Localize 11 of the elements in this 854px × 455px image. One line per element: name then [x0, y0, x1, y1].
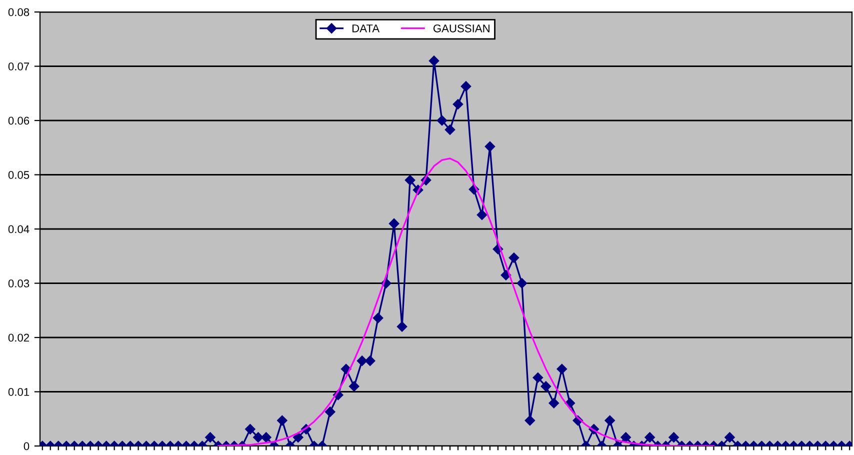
y-tick-label: 0.01 [8, 388, 30, 396]
y-tick-label: 0.08 [8, 8, 30, 16]
y-tick-label: 0.05 [8, 171, 30, 179]
y-tick-label: 0.02 [8, 334, 30, 342]
y-tick-label: 0.07 [8, 62, 30, 70]
y-tick-label: 0.04 [8, 225, 30, 234]
legend-label: DATA [352, 24, 380, 32]
y-tick-label: 0.06 [8, 116, 30, 125]
legend-label: GAUSSIAN [433, 24, 490, 32]
y-tick-label: 0.03 [8, 280, 30, 288]
y-tick-label: 0 [24, 442, 30, 450]
